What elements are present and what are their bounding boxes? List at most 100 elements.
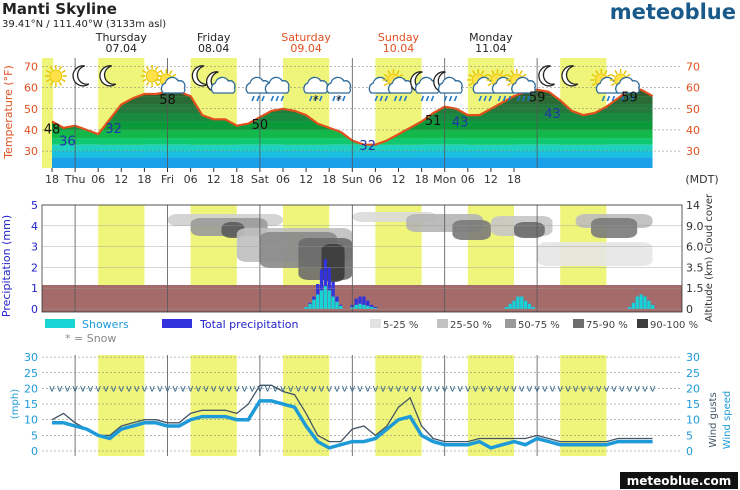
precip-tick: 2 bbox=[31, 261, 38, 274]
rain-drop bbox=[488, 95, 492, 102]
total-precip-bar bbox=[362, 296, 366, 309]
sun-ray bbox=[481, 70, 485, 75]
wind-direction-arrow: v bbox=[580, 383, 586, 394]
showers-bar bbox=[323, 286, 328, 309]
daylight-band bbox=[467, 355, 514, 456]
wind-direction-arrow: v bbox=[234, 383, 240, 394]
wind-tick-right: 15 bbox=[686, 398, 700, 411]
wind-direction-arrow: v bbox=[511, 383, 517, 394]
showers-legend-label: Showers bbox=[82, 318, 129, 331]
showers-bar bbox=[651, 304, 655, 309]
rain-drop bbox=[337, 95, 341, 102]
moon-cloud-weather-icon bbox=[206, 71, 236, 94]
footer-brand[interactable]: meteoblue.com bbox=[627, 474, 732, 488]
total-precip-swatch bbox=[162, 319, 192, 328]
wind-tick-right: 30 bbox=[686, 351, 700, 364]
moon-cloud-rain-weather-icon bbox=[433, 71, 463, 102]
wind-direction-arrow: v bbox=[503, 383, 509, 394]
cloud-class-label: 90-100 % bbox=[650, 320, 698, 331]
cloud-rain-weather-icon bbox=[368, 76, 394, 102]
rain-drop bbox=[309, 95, 313, 102]
wind-direction-arrow: v bbox=[103, 383, 109, 394]
temperature-tick-left: 40 bbox=[24, 124, 38, 137]
rain-drop bbox=[319, 95, 323, 102]
showers-bar bbox=[362, 304, 366, 309]
sun-ray bbox=[156, 73, 161, 78]
time-label: 18 bbox=[415, 173, 429, 186]
wind-direction-arrow: v bbox=[365, 383, 371, 394]
wind-direction-arrow: v bbox=[218, 383, 224, 394]
wind-direction-arrow: v bbox=[49, 383, 55, 394]
wind-direction-arrow: v bbox=[380, 383, 386, 394]
sun-ray bbox=[58, 66, 62, 71]
sun-ray bbox=[591, 73, 596, 78]
rain-drop bbox=[507, 95, 512, 102]
temperature-panel: * * 48 58 50 51 59 59 36 32 32 43 43 30 30 40 40 50 50 60… bbox=[2, 58, 700, 168]
location-coords: 39.41°N / 111.40°W (3133m asl) bbox=[2, 19, 166, 30]
wind-direction-arrow: v bbox=[295, 383, 301, 394]
showers-bar bbox=[643, 296, 647, 309]
time-label: 12 bbox=[114, 173, 128, 186]
wind-direction-arrow: v bbox=[272, 383, 278, 394]
sun-disc bbox=[49, 69, 63, 83]
cloud-altitude-tick: 3.5 bbox=[686, 261, 704, 274]
wind-direction-arrow: v bbox=[496, 383, 502, 394]
rain-drop bbox=[270, 95, 275, 102]
sun-ray bbox=[383, 73, 388, 78]
wind-direction-arrow: v bbox=[149, 383, 155, 394]
wind-direction-arrow: v bbox=[226, 383, 232, 394]
rain-drop bbox=[251, 95, 255, 102]
wind-direction-arrow: v bbox=[596, 383, 602, 394]
showers-bar bbox=[316, 294, 320, 309]
rain-drop bbox=[342, 95, 346, 102]
sun-cloud-rain-weather-icon bbox=[486, 69, 517, 102]
total-precip-bar bbox=[323, 259, 328, 309]
sun-ray bbox=[468, 82, 473, 87]
rain-drop bbox=[398, 95, 403, 102]
wind-axis-label: (mph) bbox=[10, 389, 21, 419]
sun-ray bbox=[591, 82, 596, 87]
showers-bar bbox=[504, 306, 508, 309]
rain-drop bbox=[374, 95, 378, 102]
wind-direction-arrow: v bbox=[457, 383, 463, 394]
sun-ray bbox=[61, 78, 66, 83]
wind-direction-arrow: v bbox=[180, 383, 186, 394]
cloud-icon bbox=[511, 76, 536, 94]
time-label: 12 bbox=[207, 173, 221, 186]
temperature-tick-left: 60 bbox=[24, 82, 38, 95]
temperature-tick-left: 70 bbox=[24, 60, 38, 73]
cloud-cover-patch bbox=[452, 220, 491, 240]
wind-direction-arrow: v bbox=[311, 383, 317, 394]
wind-direction-arrow: v bbox=[372, 383, 378, 394]
precip-tick: 5 bbox=[31, 199, 38, 212]
wind-direction-arrow: v bbox=[449, 383, 455, 394]
sun-ray bbox=[172, 73, 177, 78]
wind-tick-left: 0 bbox=[31, 445, 38, 458]
wind-direction-arrow: v bbox=[419, 383, 425, 394]
cloud-rain-weather-icon bbox=[264, 76, 290, 102]
wind-direction-arrow: v bbox=[588, 383, 594, 394]
sun-weather-icon bbox=[141, 65, 164, 87]
sun-ray bbox=[500, 70, 504, 75]
total-precip-bar bbox=[331, 281, 335, 309]
day-name-label: Saturday bbox=[281, 31, 331, 44]
sun-cloud-rain-weather-icon bbox=[505, 69, 536, 102]
rain-drop bbox=[420, 95, 425, 102]
sun-ray bbox=[49, 81, 53, 86]
brand-logo[interactable]: meteoblue bbox=[610, 0, 736, 24]
day-name-label: Sunday bbox=[378, 31, 420, 44]
cloud-cover-patch bbox=[591, 218, 638, 238]
temperature-tick-right: 70 bbox=[686, 60, 700, 73]
wind-direction-arrow: v bbox=[141, 383, 147, 394]
time-label: 06 bbox=[276, 173, 290, 186]
cloud-class-swatch bbox=[637, 319, 648, 328]
wind-direction-arrow: v bbox=[349, 383, 355, 394]
wind-direction-arrow: v bbox=[280, 383, 286, 394]
time-label: Thu bbox=[64, 173, 86, 186]
daylight-band bbox=[375, 355, 422, 456]
sun-ray bbox=[383, 82, 388, 87]
wind-direction-arrow: v bbox=[619, 383, 625, 394]
temperature-axis-label: Temperature (°F) bbox=[2, 65, 15, 160]
sun-ray bbox=[506, 73, 512, 78]
